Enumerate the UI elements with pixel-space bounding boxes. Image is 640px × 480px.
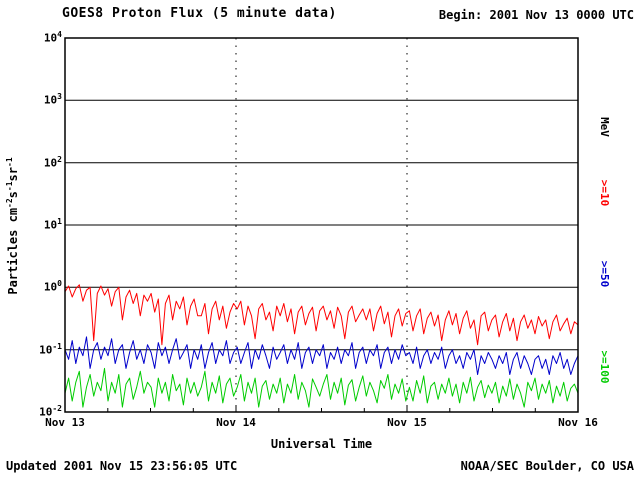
begin-timestamp: Begin: 2001 Nov 13 0000 UTC <box>438 8 634 22</box>
y-tick-exponent: 3 <box>57 92 62 102</box>
y-tick-base: 10 <box>43 218 58 232</box>
y-tick-exponent: 1 <box>57 217 62 226</box>
y-tick-base: 10 <box>43 31 58 45</box>
y-tick-base: 10 <box>39 405 53 419</box>
y-tick-exponent: -1 <box>52 341 62 351</box>
y-tick-exponent: 4 <box>57 30 62 39</box>
right-label-10: >=10 <box>598 179 611 207</box>
y-tick-base: 10 <box>43 156 58 170</box>
right-label-50: >=50 <box>598 260 611 288</box>
x-tick-label: Nov 15 <box>387 416 427 429</box>
right-label-100: >=100 <box>598 350 611 384</box>
chart-title: GOES8 Proton Flux (5 minute data) <box>62 6 337 21</box>
y-tick-label: 10-1 <box>26 342 62 357</box>
y-tick-label: 102 <box>26 155 62 170</box>
y-tick-label: 104 <box>26 30 62 45</box>
y-tick-base: 10 <box>43 93 58 107</box>
source-credit: NOAA/SEC Boulder, CO USA <box>460 459 634 473</box>
y-tick-exponent: 0 <box>57 279 62 289</box>
updated-timestamp: Updated 2001 Nov 15 23:56:05 UTC <box>6 459 238 473</box>
series-line-gege100 <box>64 367 579 408</box>
axis-ticks <box>64 405 579 412</box>
right-label-MeV: MeV <box>598 117 611 137</box>
y-tick-label: 103 <box>26 92 62 107</box>
y-tick-label: 100 <box>26 279 62 294</box>
x-tick-label: Nov 14 <box>216 416 256 429</box>
y-tick-exponent: -2 <box>52 404 62 413</box>
y-tick-base: 10 <box>39 343 53 357</box>
y-tick-label: 101 <box>26 217 62 232</box>
y-tick-label: 10-2 <box>26 404 62 419</box>
x-tick-label: Nov 16 <box>558 416 598 429</box>
series-line-gege50 <box>64 336 579 375</box>
series-line-gege10 <box>64 284 579 346</box>
x-tick-label: Nov 13 <box>45 416 85 429</box>
x-axis-title: Universal Time <box>270 437 373 451</box>
y-tick-exponent: 2 <box>57 154 62 164</box>
y-tick-base: 10 <box>43 280 58 294</box>
data-series <box>64 284 579 408</box>
plot-frame <box>64 37 579 413</box>
